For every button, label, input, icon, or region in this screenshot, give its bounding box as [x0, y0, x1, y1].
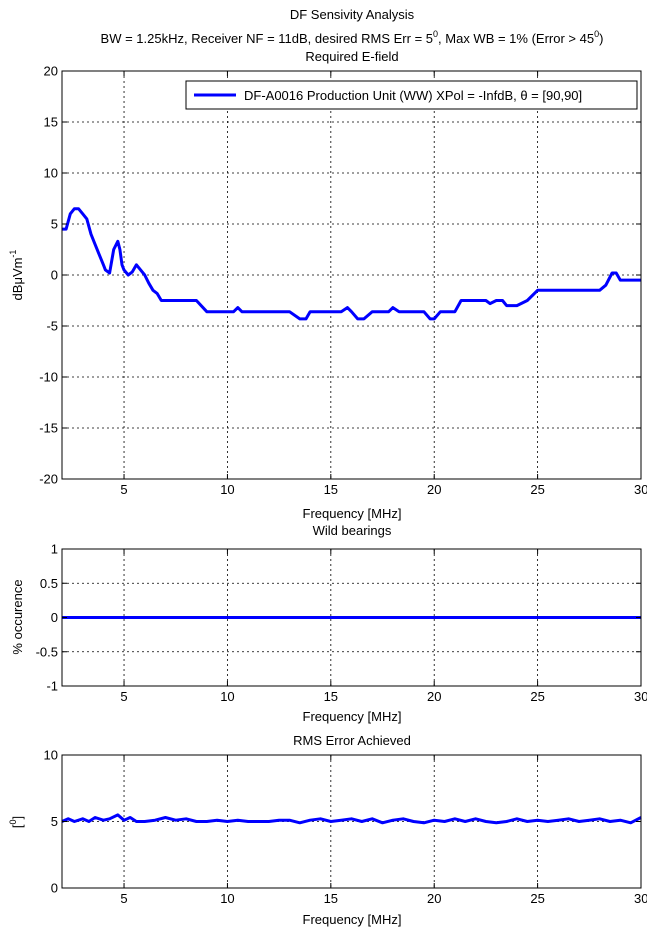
x-tick-label: 5 — [120, 482, 127, 497]
subtitle-part-3: ) — [599, 31, 603, 46]
figure-title: DF Sensivity Analysis — [290, 7, 415, 22]
legend: DF-A0016 Production Unit (WW) XPol = -In… — [185, 80, 638, 110]
x-tick-label: 10 — [220, 689, 234, 704]
y-tick-label: 1 — [51, 542, 58, 557]
x-tick-label: 25 — [530, 482, 544, 497]
y-tick-label: 0 — [51, 268, 58, 283]
series-line-0 — [62, 207, 641, 321]
x-tick-label: 20 — [427, 891, 441, 906]
y-tick-label: -15 — [39, 421, 58, 436]
x-tick-label: 25 — [530, 891, 544, 906]
x-tick-label: 20 — [427, 689, 441, 704]
x-tick-label: 30 — [634, 689, 647, 704]
legend-label: DF-A0016 Production Unit (WW) XPol = -In… — [244, 88, 582, 103]
y-tick-label: 0.5 — [40, 576, 58, 591]
x-tick-label: 10 — [220, 891, 234, 906]
x-tick-label: 30 — [634, 482, 647, 497]
panel-title: Wild bearings — [313, 523, 392, 538]
x-tick-label: 10 — [220, 482, 234, 497]
x-tick-label: 5 — [120, 689, 127, 704]
y-tick-label: -5 — [46, 319, 58, 334]
x-axis-label: Frequency [MHz] — [303, 709, 402, 724]
y-tick-label: 15 — [44, 115, 58, 130]
y-tick-label: -0.5 — [36, 644, 58, 659]
y-axis-label-end: ] — [10, 816, 25, 820]
y-tick-label: -1 — [46, 679, 58, 694]
x-tick-label: 20 — [427, 482, 441, 497]
x-tick-label: 25 — [530, 689, 544, 704]
panel-title: RMS Error Achieved — [293, 733, 411, 748]
x-axis-label: Frequency [MHz] — [303, 912, 402, 927]
y-axis-label: dBμVm-1 — [8, 250, 25, 301]
series-line-0 — [61, 813, 642, 825]
panel-rms-error: RMS Error Achieved Frequency [MHz] [0] 5… — [8, 733, 647, 927]
y-tick-label: 10 — [44, 748, 58, 763]
y-axis-label-sup: -1 — [8, 250, 18, 258]
subtitle-sup-1: 0 — [433, 29, 438, 39]
legend-box — [185, 80, 638, 110]
subtitle-part-2: , Max WB = 1% (Error > 45 — [438, 31, 594, 46]
x-tick-label: 15 — [324, 891, 338, 906]
y-tick-label: 20 — [44, 64, 58, 79]
y-tick-label: 10 — [44, 166, 58, 181]
y-tick-label: 5 — [51, 814, 58, 829]
x-tick-label: 30 — [634, 891, 647, 906]
figure-subtitle: BW = 1.25kHz, Receiver NF = 11dB, desire… — [101, 29, 604, 46]
y-tick-label: 0 — [51, 610, 58, 625]
x-tick-label: 15 — [324, 482, 338, 497]
panel-wild-bearings: Wild bearings Frequency [MHz] % occurenc… — [10, 523, 647, 724]
y-axis-label-sup: 0 — [8, 819, 18, 824]
x-tick-label: 5 — [120, 891, 127, 906]
y-axis-label: % occurence — [10, 579, 25, 654]
y-tick-label: -10 — [39, 370, 58, 385]
panel-required-efield: Required E-field Frequency [MHz] dBμVm-1… — [8, 49, 647, 521]
y-axis-label-main: dBμVm — [10, 258, 25, 301]
y-axis-label-main: [ — [10, 824, 25, 828]
subtitle-part-1: BW = 1.25kHz, Receiver NF = 11dB, desire… — [101, 31, 433, 46]
x-axis-label: Frequency [MHz] — [303, 506, 402, 521]
y-tick-label: 5 — [51, 217, 58, 232]
y-tick-label: -20 — [39, 472, 58, 487]
x-tick-label: 15 — [324, 689, 338, 704]
panel-title: Required E-field — [305, 49, 398, 64]
y-axis-label: [0] — [8, 816, 25, 828]
subtitle-sup-2: 0 — [594, 29, 599, 39]
y-tick-label: 0 — [51, 881, 58, 896]
